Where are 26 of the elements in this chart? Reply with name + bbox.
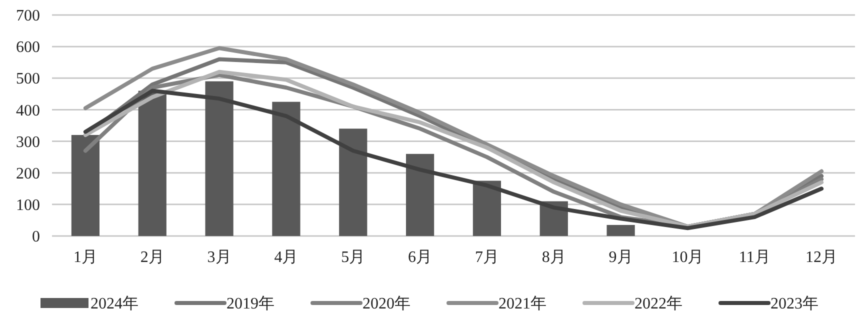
legend-label: 2024年 xyxy=(90,296,138,313)
x-tick-label: 9月 xyxy=(608,249,633,266)
x-tick-label: 6月 xyxy=(408,249,432,266)
legend-label: 2020年 xyxy=(362,296,410,313)
y-tick-label: 300 xyxy=(16,134,40,151)
y-tick-label: 600 xyxy=(16,39,40,56)
legend-label: 2022年 xyxy=(634,296,682,313)
legend-label: 2019年 xyxy=(226,296,274,313)
x-tick-label: 10月 xyxy=(672,249,704,266)
y-tick-label: 100 xyxy=(16,197,40,214)
y-tick-label: 0 xyxy=(32,228,40,246)
x-tick-label: 7月 xyxy=(474,249,499,266)
y-tick-label: 200 xyxy=(16,165,40,182)
x-tick-label: 2月 xyxy=(140,249,164,266)
y-tick-label: 700 xyxy=(16,8,40,25)
y-tick-label: 400 xyxy=(16,102,40,120)
x-tick-label: 4月 xyxy=(274,249,298,266)
x-tick-label: 12月 xyxy=(806,249,838,266)
x-tick-label: 11月 xyxy=(738,249,770,266)
x-tick-label: 3月 xyxy=(207,249,232,266)
y-tick-label: 500 xyxy=(16,70,40,88)
x-tick-label: 5月 xyxy=(341,249,366,266)
legend-label: 2021年 xyxy=(498,296,546,313)
x-tick-label: 1月 xyxy=(73,249,98,266)
legend-label: 2023年 xyxy=(770,296,818,313)
x-tick-label: 8月 xyxy=(542,249,566,266)
